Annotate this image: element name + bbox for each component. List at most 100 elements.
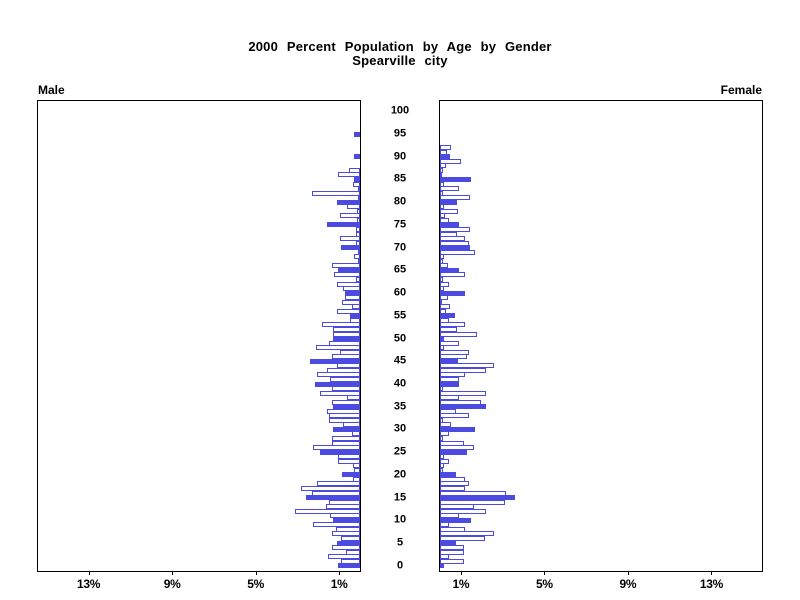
male-bar-age-37 <box>347 395 360 401</box>
female-bar-age-5 <box>440 540 456 546</box>
female-bar-age-52 <box>440 326 457 332</box>
male-xtick-label-9: 9% <box>163 577 181 591</box>
male-bar-age-39 <box>331 386 360 392</box>
female-bar-age-62 <box>440 281 450 287</box>
female-xtick-13 <box>711 571 713 575</box>
age-tick-label-30: 30 <box>393 422 407 435</box>
male-bar-age-2 <box>327 554 360 560</box>
male-bar-age-74 <box>355 226 360 232</box>
age-tick-label-75: 75 <box>393 218 407 231</box>
male-bar-age-85 <box>353 176 360 182</box>
male-xtick-1 <box>339 571 341 575</box>
female-bar-age-7 <box>440 531 495 537</box>
male-bar-age-23 <box>338 458 360 464</box>
female-panel-label: Female <box>720 83 762 97</box>
female-bar-age-67 <box>440 258 444 264</box>
male-bar-age-22 <box>352 463 360 469</box>
male-xtick-label-5: 5% <box>247 577 264 591</box>
female-bar-age-24 <box>440 454 445 460</box>
female-bar-age-9 <box>440 522 450 528</box>
female-bar-age-53 <box>440 322 466 328</box>
male-bar-age-18 <box>317 481 360 487</box>
female-bar-age-92 <box>440 145 452 151</box>
female-bar-age-89 <box>440 158 461 164</box>
male-bar-age-45 <box>309 358 360 364</box>
female-bar-age-72 <box>440 236 466 242</box>
female-bar-age-64 <box>440 272 466 278</box>
female-bar-age-42 <box>440 372 466 378</box>
male-bar-age-31 <box>343 422 360 428</box>
male-bar-age-83 <box>357 186 360 192</box>
female-bar-age-4 <box>440 545 464 551</box>
male-bar-age-20 <box>342 472 360 478</box>
female-bar-age-58 <box>440 299 443 305</box>
male-bar-age-72 <box>340 236 360 242</box>
female-bar-age-28 <box>440 436 444 442</box>
male-bar-age-17 <box>300 486 360 492</box>
male-chart-panel <box>37 100 361 572</box>
female-bar-age-31 <box>440 422 452 428</box>
male-bar-age-14 <box>328 499 360 505</box>
male-xtick-label-1: 1% <box>330 577 348 591</box>
male-bar-age-29 <box>351 431 360 437</box>
female-bar-age-78 <box>440 208 458 214</box>
female-bar-age-86 <box>440 172 443 178</box>
female-bar-age-90 <box>440 154 451 160</box>
female-bar-age-37 <box>440 395 459 401</box>
female-bar-age-36 <box>440 399 481 405</box>
male-bar-age-79 <box>347 204 360 210</box>
female-bar-age-88 <box>440 163 447 169</box>
female-bar-age-39 <box>440 386 444 392</box>
male-bar-age-67 <box>357 258 360 264</box>
chart-title: 2000 Percent Population by Age by Gender… <box>0 40 800 68</box>
male-bar-age-78 <box>356 208 360 214</box>
female-bar-age-25 <box>440 449 468 455</box>
female-bar-age-43 <box>440 367 486 373</box>
chart-title-line2: Spearville city <box>352 53 448 68</box>
female-bar-age-84 <box>440 181 445 187</box>
female-bar-age-6 <box>440 536 485 542</box>
male-bar-age-81 <box>357 195 360 201</box>
age-tick-label-90: 90 <box>393 150 407 163</box>
male-bar-age-35 <box>332 404 360 410</box>
age-tick-label-10: 10 <box>393 513 407 526</box>
male-bar-age-15 <box>305 495 360 501</box>
male-bar-age-44 <box>337 363 360 369</box>
male-bar-age-87 <box>348 167 360 173</box>
age-tick-label-55: 55 <box>393 309 407 322</box>
chart-title-line1: 2000 Percent Population by Age by Gender <box>248 39 552 54</box>
female-bar-age-80 <box>440 199 457 205</box>
female-bar-age-46 <box>440 354 468 360</box>
male-bar-age-57 <box>351 304 360 310</box>
female-bar-age-85 <box>440 176 472 182</box>
male-bar-age-8 <box>336 526 360 532</box>
female-bar-age-66 <box>440 263 449 269</box>
male-bar-age-0 <box>338 563 360 569</box>
male-bar-age-16 <box>311 490 360 496</box>
female-bar-age-12 <box>440 508 486 514</box>
female-bar-age-20 <box>440 472 456 478</box>
male-bar-age-71 <box>355 240 360 246</box>
female-bar-age-44 <box>440 363 495 369</box>
female-bar-age-70 <box>440 245 471 251</box>
female-bar-age-71 <box>440 240 470 246</box>
female-bar-age-68 <box>440 254 445 260</box>
male-bar-age-76 <box>356 217 360 223</box>
female-bar-age-8 <box>440 526 466 532</box>
female-bar-age-51 <box>440 331 477 337</box>
male-bar-age-6 <box>341 536 360 542</box>
female-xtick-1 <box>460 571 462 575</box>
female-bar-age-65 <box>440 267 459 273</box>
female-bar-age-13 <box>440 504 475 510</box>
male-bar-age-64 <box>333 272 360 278</box>
female-bar-age-1 <box>440 558 464 564</box>
female-bar-age-73 <box>440 231 457 237</box>
female-bar-age-27 <box>440 440 464 446</box>
male-bar-age-46 <box>331 354 360 360</box>
male-bar-age-68 <box>353 254 360 260</box>
female-bar-age-57 <box>440 304 451 310</box>
male-bar-age-9 <box>313 522 360 528</box>
female-bar-age-14 <box>440 499 505 505</box>
male-bar-age-75 <box>326 222 360 228</box>
